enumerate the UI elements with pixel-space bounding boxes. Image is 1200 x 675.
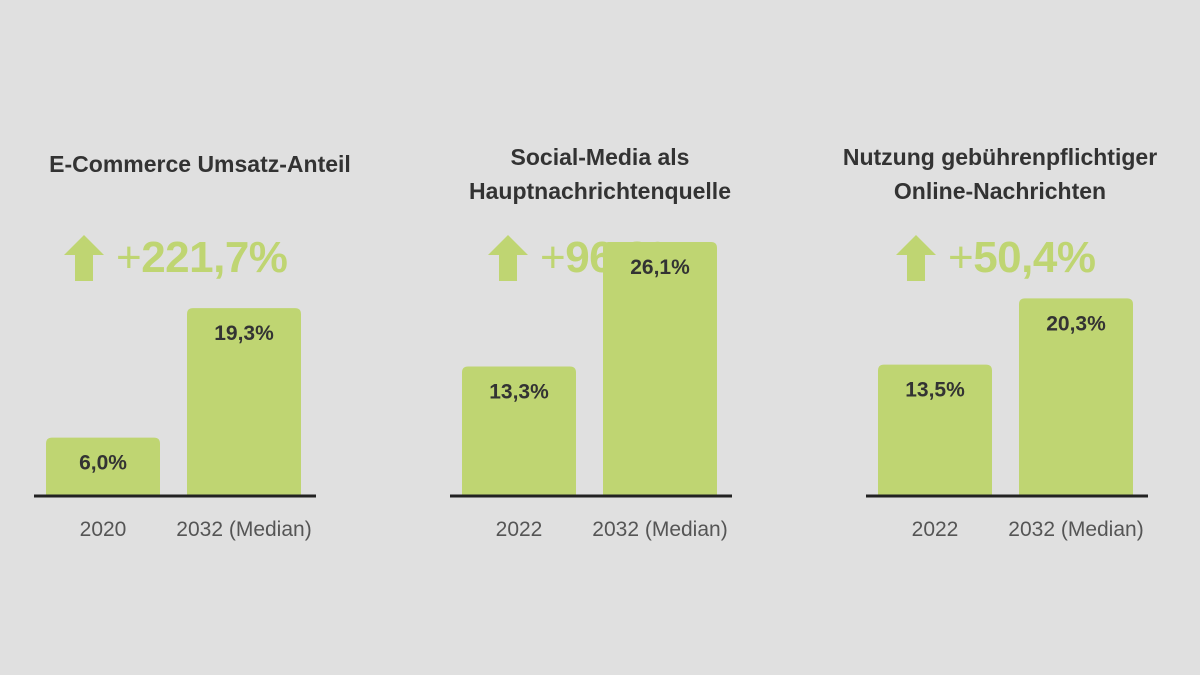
category-label: 2032 (Median) — [1008, 518, 1143, 541]
change-number: 221,7% — [141, 233, 288, 282]
category-label: 2022 — [912, 518, 959, 541]
category-label: 2032 (Median) — [176, 518, 311, 541]
change-value: +221,7% — [116, 233, 288, 283]
bar-value-label: 26,1% — [630, 256, 690, 279]
bar-chart: 13,3% 2022 26,1% 2032 (Median) — [450, 241, 732, 541]
bar-chart: 6,0% 2020 19,3% 2032 (Median) — [34, 308, 316, 541]
arrow-up-icon — [488, 235, 528, 281]
chart-title: Nutzung gebührenpflichtiger Online-Nachr… — [800, 140, 1200, 208]
category-label: 2022 — [496, 518, 543, 541]
chart-panel-social-media: Social-Media als Hauptnachrichtenquelle … — [400, 0, 800, 675]
bar — [603, 241, 717, 495]
chart-panel-ecommerce: E-Commerce Umsatz-Anteil +221,7% 6,0% 202… — [0, 0, 400, 675]
chart-title-line-2: Online-Nachrichten — [893, 178, 1107, 204]
change-indicator: +221,7% — [64, 228, 288, 288]
chart-title: E-Commerce Umsatz-Anteil — [0, 147, 400, 181]
bar — [46, 437, 160, 495]
chart-title: Social-Media als Hauptnachrichtenquelle — [400, 140, 800, 208]
bar-value-label: 13,5% — [905, 379, 965, 402]
chart-title-line-1: Nutzung gebührenpflichtiger — [842, 144, 1158, 170]
bar — [462, 366, 576, 495]
change-indicator: +50,4% — [896, 228, 1096, 288]
chart-title-line-1: Social-Media als — [510, 144, 690, 170]
change-sign: + — [116, 233, 142, 282]
arrow-up-icon — [64, 235, 104, 281]
change-sign: + — [948, 233, 974, 282]
change-number: 50,4% — [973, 233, 1096, 282]
bar-chart: 13,5% 2022 20,3% 2032 (Median) — [866, 298, 1148, 541]
bar — [1019, 298, 1133, 495]
bar-value-label: 19,3% — [214, 322, 274, 345]
bar-value-label: 13,3% — [489, 381, 549, 404]
change-sign: + — [540, 233, 566, 282]
bar — [878, 364, 992, 495]
chart-title-line: E-Commerce Umsatz-Anteil — [49, 151, 351, 177]
chart-title-line-2: Hauptnachrichtenquelle — [469, 178, 731, 204]
bar-value-label: 20,3% — [1046, 312, 1106, 335]
bar-value-label: 6,0% — [79, 452, 127, 475]
change-value: +50,4% — [948, 233, 1096, 283]
chart-panel-paid-news: Nutzung gebührenpflichtiger Online-Nachr… — [800, 0, 1200, 675]
arrow-up-icon — [896, 235, 936, 281]
bar — [187, 308, 301, 495]
category-label: 2032 (Median) — [592, 518, 727, 541]
category-label: 2020 — [80, 518, 127, 541]
